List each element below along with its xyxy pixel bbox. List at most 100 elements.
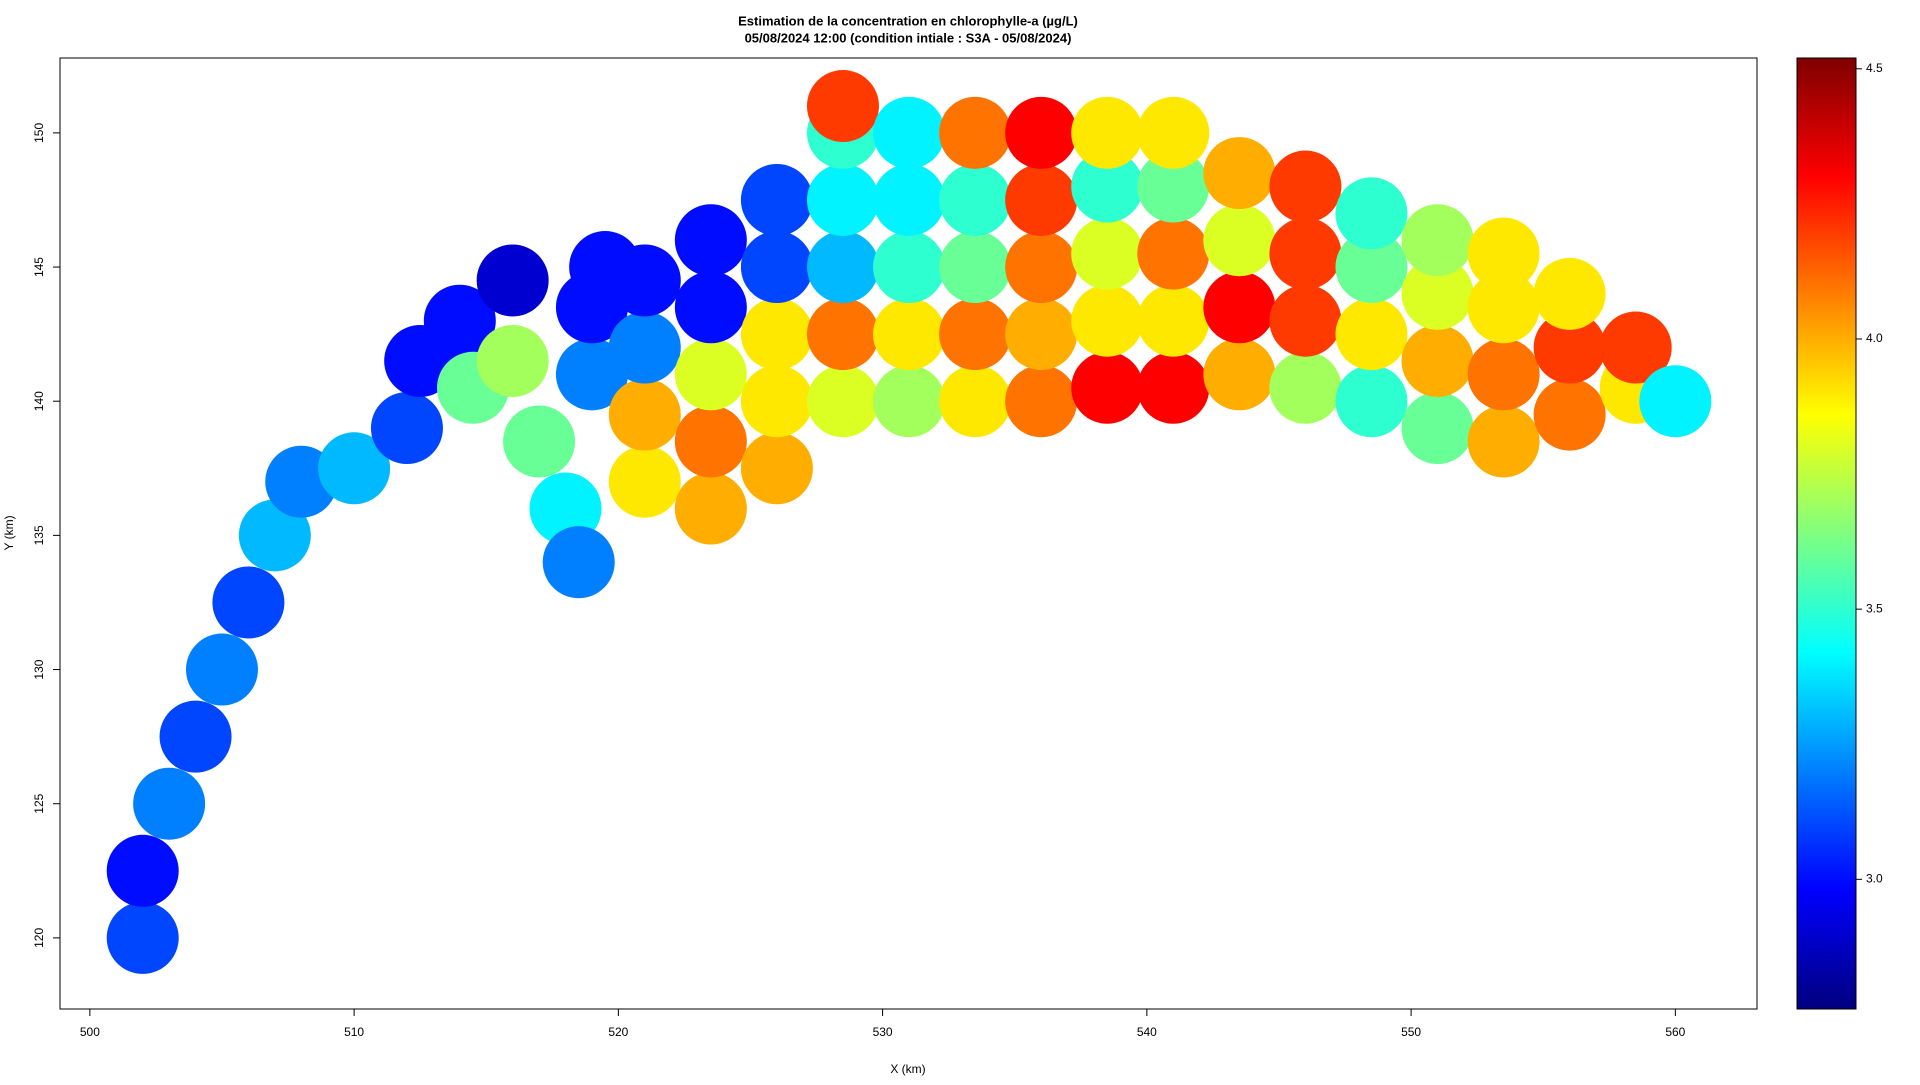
data-point xyxy=(939,163,1012,236)
data-point xyxy=(674,204,747,277)
y-tick-label: 130 xyxy=(32,659,46,679)
data-point xyxy=(1005,163,1078,236)
data-point xyxy=(674,271,747,344)
data-point xyxy=(740,298,813,371)
data-point xyxy=(806,298,879,371)
y-tick-label: 140 xyxy=(32,391,46,411)
data-point xyxy=(1467,217,1540,290)
data-point xyxy=(1137,351,1210,424)
data-point xyxy=(873,365,946,438)
data-point xyxy=(1203,204,1276,277)
data-point xyxy=(476,324,549,397)
y-tick-label: 145 xyxy=(32,257,46,277)
data-point xyxy=(542,526,615,599)
data-point xyxy=(873,96,946,169)
x-axis-label: X (km) xyxy=(890,1062,925,1076)
data-point xyxy=(133,767,206,840)
data-point xyxy=(1335,177,1408,250)
data-point xyxy=(806,70,879,143)
data-point xyxy=(370,392,443,465)
data-point xyxy=(1005,298,1078,371)
x-tick-label: 510 xyxy=(344,1025,364,1039)
data-point xyxy=(185,633,258,706)
colorbar-tick-label: 3.5 xyxy=(1866,601,1883,615)
x-tick-label: 500 xyxy=(80,1025,100,1039)
x-tick-label: 540 xyxy=(1137,1025,1157,1039)
data-point xyxy=(1071,284,1144,357)
data-point xyxy=(740,365,813,438)
data-point xyxy=(608,445,681,518)
data-point xyxy=(1467,338,1540,411)
data-point xyxy=(1467,405,1540,478)
data-point xyxy=(1005,231,1078,304)
data-point xyxy=(423,284,496,357)
data-point xyxy=(1137,150,1210,223)
colorbar-tick-label: 4.5 xyxy=(1866,61,1883,75)
plot-frame xyxy=(59,57,1758,1010)
data-point xyxy=(1269,150,1342,223)
data-point xyxy=(806,365,879,438)
data-point xyxy=(1401,392,1474,465)
data-point xyxy=(674,338,747,411)
x-tick-label: 550 xyxy=(1401,1025,1421,1039)
points xyxy=(106,70,1712,974)
y-tick-label: 125 xyxy=(32,793,46,813)
data-point xyxy=(939,231,1012,304)
data-point xyxy=(1269,284,1342,357)
data-point xyxy=(1137,284,1210,357)
data-point xyxy=(873,163,946,236)
data-point xyxy=(806,231,879,304)
data-point xyxy=(159,700,232,773)
data-point xyxy=(806,163,879,236)
data-point xyxy=(1071,351,1144,424)
y-tick-label: 150 xyxy=(32,123,46,143)
data-point xyxy=(873,298,946,371)
data-point xyxy=(740,231,813,304)
data-point xyxy=(1269,351,1342,424)
data-point xyxy=(1533,311,1606,384)
data-point xyxy=(1467,271,1540,344)
data-point xyxy=(1335,231,1408,304)
data-point xyxy=(1203,271,1276,344)
data-point xyxy=(674,472,747,545)
data-point xyxy=(1137,96,1210,169)
colorbar-tick-label: 3.0 xyxy=(1866,871,1883,885)
y-axis-label: Y (km) xyxy=(2,515,16,550)
data-point xyxy=(212,566,285,639)
data-point xyxy=(106,834,179,907)
data-point xyxy=(1335,298,1408,371)
y-tick-label: 135 xyxy=(32,525,46,545)
colorbar xyxy=(1796,57,1857,1010)
colorbar-tick-label: 4.0 xyxy=(1866,331,1883,345)
data-point xyxy=(503,405,576,478)
data-point xyxy=(1137,217,1210,290)
data-point xyxy=(873,231,946,304)
data-point xyxy=(1599,311,1672,384)
data-point xyxy=(939,96,1012,169)
x-tick-label: 520 xyxy=(608,1025,628,1039)
data-point xyxy=(608,311,681,384)
chart-title: Estimation de la concentration en chloro… xyxy=(738,13,1078,28)
data-point xyxy=(238,499,311,572)
data-point xyxy=(1071,150,1144,223)
data-point xyxy=(674,405,747,478)
data-point xyxy=(106,901,179,974)
data-point xyxy=(1401,324,1474,397)
y-tick-label: 120 xyxy=(32,928,46,948)
x-tick-label: 560 xyxy=(1665,1025,1685,1039)
data-point xyxy=(1533,257,1606,330)
data-point xyxy=(939,298,1012,371)
data-point xyxy=(1335,365,1408,438)
data-point xyxy=(1401,204,1474,277)
data-point xyxy=(740,163,813,236)
chart-subtitle: 05/08/2024 12:00 (condition intiale : S3… xyxy=(745,30,1072,45)
x-tick-label: 530 xyxy=(873,1025,893,1039)
data-point xyxy=(476,244,549,317)
data-point xyxy=(1005,96,1078,169)
data-point xyxy=(1071,96,1144,169)
data-point xyxy=(1269,217,1342,290)
data-point xyxy=(1071,217,1144,290)
data-point xyxy=(1401,257,1474,330)
